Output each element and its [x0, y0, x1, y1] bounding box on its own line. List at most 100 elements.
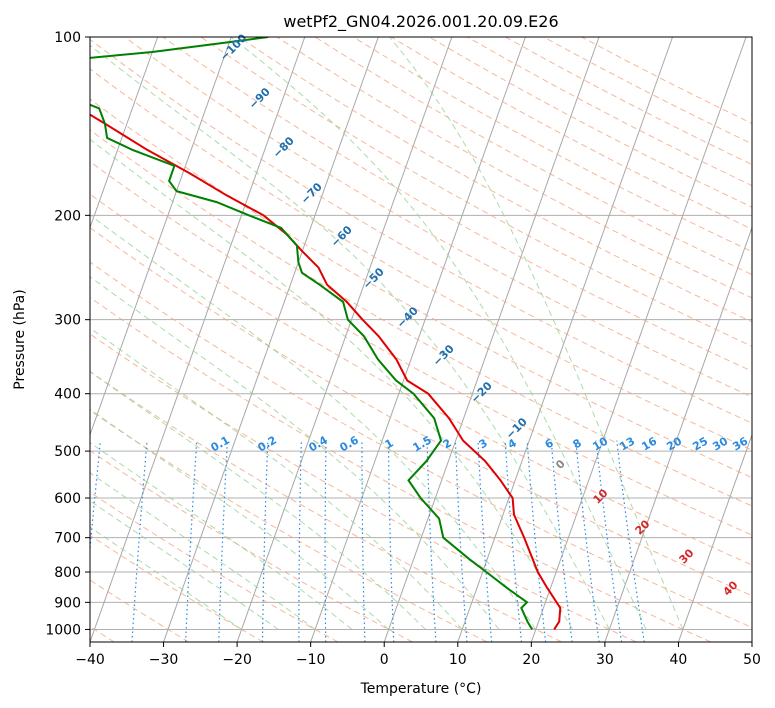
dry-adiabat-line	[90, 296, 712, 642]
dry-adiabat-line	[90, 491, 339, 642]
x-tick-label: 50	[743, 652, 761, 668]
isotherm-label: −70	[298, 180, 325, 207]
x-tick-label: 40	[670, 652, 688, 668]
isotherm-line	[383, 37, 600, 642]
mixing-ratio-label: 13	[617, 435, 637, 454]
x-tick-label: −40	[75, 652, 105, 668]
x-tick-label: −10	[296, 652, 326, 668]
dry-adiabat-line	[90, 68, 752, 451]
isotherm-line	[90, 37, 159, 230]
x-axis-label: Temperature (°C)	[360, 681, 482, 697]
isotherm-line	[530, 37, 747, 642]
mixing-ratio-line	[185, 440, 198, 642]
isotherm-line	[604, 226, 752, 642]
freezing-isotherm-label: 0	[553, 457, 568, 472]
moist-adiabat-line	[90, 370, 426, 630]
mixing-ratio-label: 2	[441, 436, 454, 451]
dewpoint-trace	[90, 37, 533, 630]
y-tick-label: 700	[54, 531, 81, 547]
dry-adiabat-line	[90, 129, 752, 507]
moist-adiabat-line	[90, 408, 390, 630]
mixing-ratio-line	[454, 440, 468, 642]
dry-adiabat-line	[276, 37, 752, 299]
mixing-ratio-line	[550, 440, 573, 642]
mixing-ratio-line	[261, 440, 269, 642]
plot-clip-group	[0, 37, 752, 642]
moist-adiabat-line	[90, 138, 574, 630]
chart-title: wetPf2_GN04.2026.001.20.09.E26	[283, 12, 558, 32]
mixing-ratio-line	[595, 440, 623, 642]
dry-adiabat-line	[200, 37, 752, 347]
mixing-ratio-line	[90, 440, 102, 556]
y-tick-label: 900	[54, 595, 81, 611]
isotherm-label: −20	[468, 379, 495, 406]
dry-adiabat-line	[581, 37, 752, 125]
plot-area: −100−90−80−70−60−50−40−30−20−100.1 0.2 0.4…	[0, 31, 752, 642]
dry-adiabat-line	[314, 37, 752, 276]
dry-adiabat-line	[90, 161, 752, 536]
axis-ticks: −40 −30 −20 −10 0 10 20 30 40 5010020030040050060…	[45, 30, 761, 668]
mixing-ratio-label: 3	[477, 436, 490, 451]
isotherm-label: −50	[360, 265, 387, 292]
y-tick-label: 300	[54, 313, 81, 329]
mixing-ratio-line	[526, 440, 547, 642]
mixing-ratio-line	[218, 440, 228, 642]
isotherm-label: −10	[503, 415, 530, 442]
y-tick-label: 600	[54, 491, 81, 507]
y-tick-label: 100	[54, 30, 81, 46]
dry-adiabat-line	[90, 333, 637, 642]
isotherm-line	[90, 37, 232, 437]
y-tick-label: 200	[54, 208, 81, 224]
y-tick-label: 1000	[45, 622, 81, 638]
mixing-ratio-label: 30	[710, 434, 730, 453]
axes-frame	[89, 36, 753, 643]
isotherm-label: −90	[246, 85, 273, 112]
mixing-ratio-label: 6	[543, 436, 556, 451]
dry-adiabat-line	[162, 37, 752, 372]
dry-adiabat-line	[390, 37, 752, 230]
mixing-ratio-line	[324, 440, 327, 642]
mixing-ratio-line	[575, 440, 600, 642]
x-tick-label: 20	[522, 652, 540, 668]
dry-adiabat-line	[90, 193, 752, 566]
y-tick-label: 500	[54, 444, 81, 460]
moist-adiabat-line	[230, 37, 647, 630]
dry-adiabat-line	[90, 98, 752, 479]
mixing-ratio-label: 8	[571, 436, 584, 451]
y-tick-label: 800	[54, 565, 81, 581]
mixing-ratio-line	[361, 440, 366, 642]
moist-adiabat-line	[90, 472, 316, 630]
dry-adiabat-line	[90, 227, 752, 597]
isotherm-line	[90, 37, 306, 642]
mixing-ratio-label: 4	[506, 436, 519, 451]
moist-adiabat-line	[90, 500, 279, 630]
moist-adiabat-line	[90, 44, 610, 630]
moist-adiabat-line	[90, 526, 242, 630]
y-axis-label: Pressure (hPa)	[12, 289, 28, 389]
mixing-ratio-label: 36	[730, 434, 750, 453]
moist-adiabat-line	[90, 442, 353, 630]
mixing-ratio-line	[616, 440, 645, 642]
y-tick-label: 400	[54, 387, 81, 403]
mixing-ratio-line	[131, 440, 148, 642]
dry-adiabat-line	[90, 534, 264, 642]
x-tick-label: 30	[596, 652, 614, 668]
moist-adiabat-line	[90, 276, 500, 630]
dry-adiabat-line	[90, 409, 488, 642]
mixing-ratio-label: 20	[664, 434, 684, 453]
dry-adiabat-line	[90, 370, 562, 642]
mixing-ratio-line	[298, 440, 302, 642]
mixing-ratio-label: 16	[639, 434, 659, 453]
isotherm-label: −40	[394, 304, 421, 331]
mixing-ratio-line	[477, 440, 493, 642]
mixing-ratio-line	[426, 440, 437, 642]
isotherm-label: −60	[328, 223, 355, 250]
isotherm-line	[0, 37, 11, 642]
x-tick-label: −20	[222, 652, 252, 668]
x-tick-label: 0	[380, 652, 389, 668]
mixing-ratio-line	[504, 440, 523, 642]
dry-adiabat-line	[429, 37, 752, 208]
x-tick-label: 10	[449, 652, 467, 668]
dry-adiabat-line	[90, 579, 189, 642]
